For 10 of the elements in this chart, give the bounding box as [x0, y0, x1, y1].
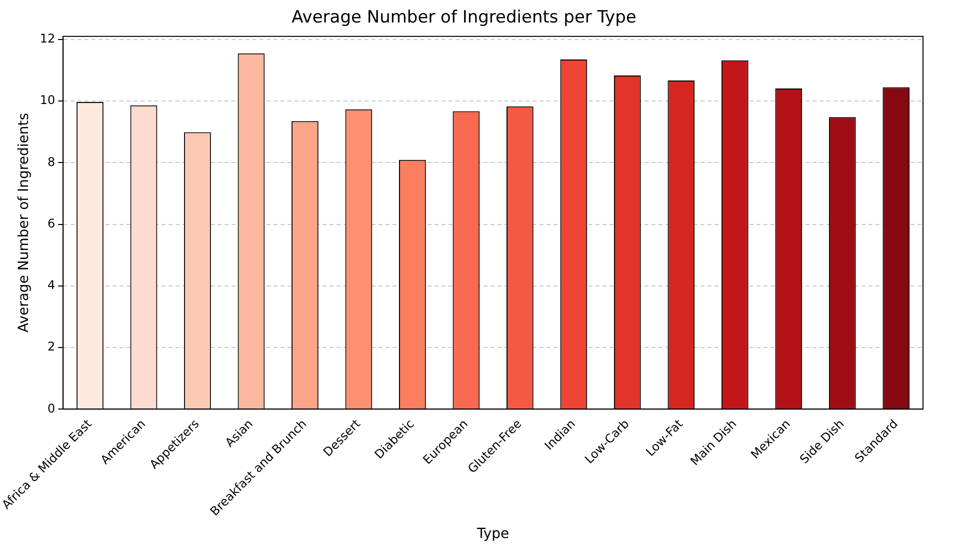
y-tick-label: 10	[40, 93, 56, 108]
y-tick-label: 12	[40, 32, 56, 46]
y-tick-label: 0	[47, 401, 56, 416]
x-axis-title: Type	[476, 526, 510, 542]
y-tick-label: 8	[47, 154, 56, 169]
y-tick-label: 4	[47, 278, 56, 292]
y-tick-label: 6	[47, 216, 56, 230]
chart-title: Average Number of Ingredients per Type	[292, 8, 636, 28]
y-tick-label: 2	[47, 340, 56, 354]
y-axis-title: Average Number of Ingredients	[16, 112, 32, 333]
